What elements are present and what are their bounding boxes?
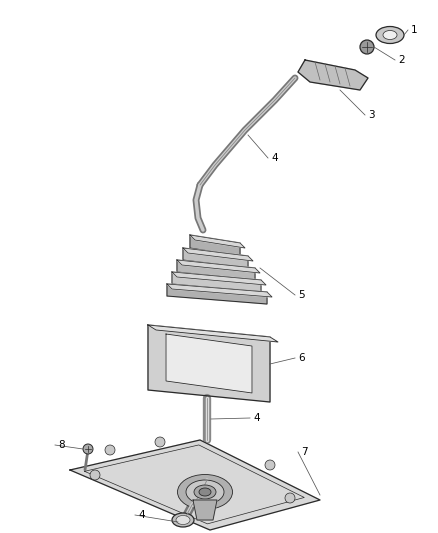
Ellipse shape (186, 480, 224, 504)
Polygon shape (177, 260, 260, 273)
Polygon shape (148, 325, 270, 402)
Ellipse shape (177, 474, 233, 510)
Circle shape (90, 470, 100, 480)
Polygon shape (190, 235, 245, 248)
Polygon shape (166, 334, 252, 393)
Text: 4: 4 (253, 413, 260, 423)
Ellipse shape (176, 515, 190, 524)
Ellipse shape (376, 27, 404, 44)
Polygon shape (183, 248, 248, 268)
Circle shape (265, 460, 275, 470)
Circle shape (285, 493, 295, 503)
Text: 6: 6 (298, 353, 304, 363)
Text: 8: 8 (58, 440, 65, 450)
Polygon shape (177, 260, 255, 280)
Circle shape (360, 40, 374, 54)
Ellipse shape (383, 30, 397, 39)
Polygon shape (193, 500, 217, 520)
Text: 4: 4 (271, 153, 278, 163)
Circle shape (105, 445, 115, 455)
Ellipse shape (172, 513, 194, 527)
Text: 7: 7 (301, 447, 307, 457)
Ellipse shape (194, 485, 216, 499)
Ellipse shape (199, 488, 211, 496)
Polygon shape (172, 272, 261, 292)
Polygon shape (298, 60, 368, 90)
Polygon shape (70, 440, 320, 530)
Polygon shape (172, 272, 266, 285)
Text: 3: 3 (368, 110, 374, 120)
Text: 4: 4 (138, 510, 145, 520)
Polygon shape (148, 325, 278, 342)
Polygon shape (167, 284, 267, 304)
Circle shape (155, 437, 165, 447)
Text: 2: 2 (398, 55, 405, 65)
Text: 5: 5 (298, 290, 304, 300)
Text: 1: 1 (411, 25, 417, 35)
Circle shape (83, 444, 93, 454)
Polygon shape (167, 284, 272, 297)
Polygon shape (183, 248, 253, 261)
Polygon shape (190, 235, 240, 256)
